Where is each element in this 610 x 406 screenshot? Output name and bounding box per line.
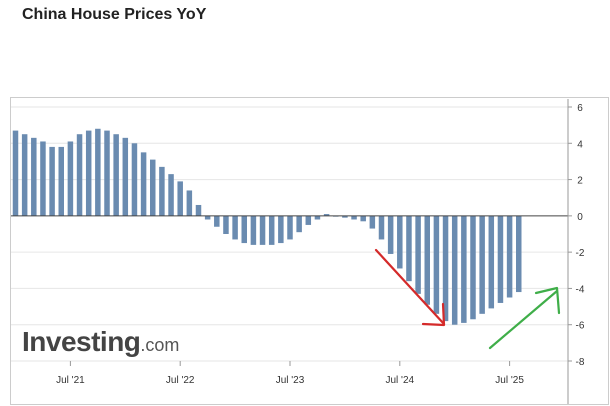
gridlines: [11, 106, 568, 362]
bar: [497, 215, 504, 303]
bar: [442, 215, 449, 322]
y-tick-label: 6: [577, 103, 583, 114]
y-tick-label: 0: [577, 212, 583, 223]
annotations: [374, 248, 561, 350]
bar: [140, 152, 147, 216]
red-arrow-head: [421, 302, 446, 327]
y-tick-label: 4: [577, 139, 583, 150]
y-tick-label: -2: [576, 248, 585, 259]
green-arrow-head: [534, 286, 561, 315]
bar: [470, 215, 476, 320]
bar: [49, 146, 55, 216]
bar: [85, 130, 92, 216]
y-tick-label: -8: [576, 357, 585, 368]
bar: [214, 215, 220, 227]
y-tick-label: -4: [576, 284, 585, 295]
x-tick-label: Jul '25: [495, 375, 524, 386]
bar: [387, 215, 394, 254]
bar: [241, 215, 247, 244]
bar: [232, 215, 238, 240]
bar: [40, 141, 46, 216]
bar: [168, 174, 174, 216]
bar: [122, 137, 129, 216]
bar: [378, 215, 385, 240]
bar: [104, 130, 110, 216]
green-arrow-shaft: [488, 289, 559, 350]
bar: [177, 181, 183, 216]
y-tick-label: 2: [577, 176, 583, 187]
bar: [296, 215, 302, 233]
bar: [323, 214, 330, 216]
logo-brand-text: Investing: [22, 326, 141, 357]
bar: [424, 215, 430, 305]
bar: [250, 215, 257, 245]
x-tick-label: Jul '23: [276, 375, 305, 386]
chart-frame: [10, 97, 609, 405]
bar: [397, 215, 403, 269]
investing-logo: Investing.com: [22, 326, 179, 358]
bar: [31, 137, 37, 216]
bar: [76, 134, 83, 216]
bar: [268, 215, 275, 245]
bars: [12, 128, 522, 325]
y-tick-label: -6: [576, 321, 585, 332]
red-arrow-shaft: [374, 248, 446, 326]
bar: [150, 159, 156, 216]
bar: [488, 215, 495, 309]
bar: [159, 166, 165, 216]
bar: [195, 204, 202, 216]
bar: [259, 215, 266, 245]
bar: [451, 215, 458, 325]
chart-title: China House Prices YoY: [22, 6, 207, 23]
bar: [186, 190, 193, 216]
bar: [204, 215, 211, 220]
bar: [12, 130, 19, 216]
bar: [506, 215, 513, 298]
bar: [21, 134, 28, 216]
bar: [58, 146, 64, 216]
x-tick-label: Jul '21: [56, 375, 85, 386]
bar: [369, 215, 376, 229]
bar: [278, 215, 284, 244]
bar: [461, 215, 467, 323]
x-tick-label: Jul '24: [386, 375, 415, 386]
logo-domain-text: .com: [140, 335, 180, 355]
bar: [342, 215, 348, 218]
bar: [131, 143, 138, 216]
bar: [305, 215, 312, 225]
bar: [351, 215, 357, 220]
axes: 6 4 2 0 -2 -4 -6 -8 Jul '21 Jul '22 Jul '23 Jul '24…: [11, 99, 585, 404]
x-tick-label: Jul '22: [166, 375, 195, 386]
bar: [406, 215, 412, 282]
bar: [67, 141, 74, 216]
bar: [360, 215, 366, 222]
bar: [415, 215, 421, 294]
bar: [287, 215, 293, 240]
bar: [314, 215, 321, 220]
bar: [516, 215, 522, 293]
bar: [479, 215, 485, 314]
bar: [95, 128, 101, 216]
bar: [433, 215, 440, 314]
bar: [113, 134, 119, 216]
bar: [223, 215, 229, 234]
